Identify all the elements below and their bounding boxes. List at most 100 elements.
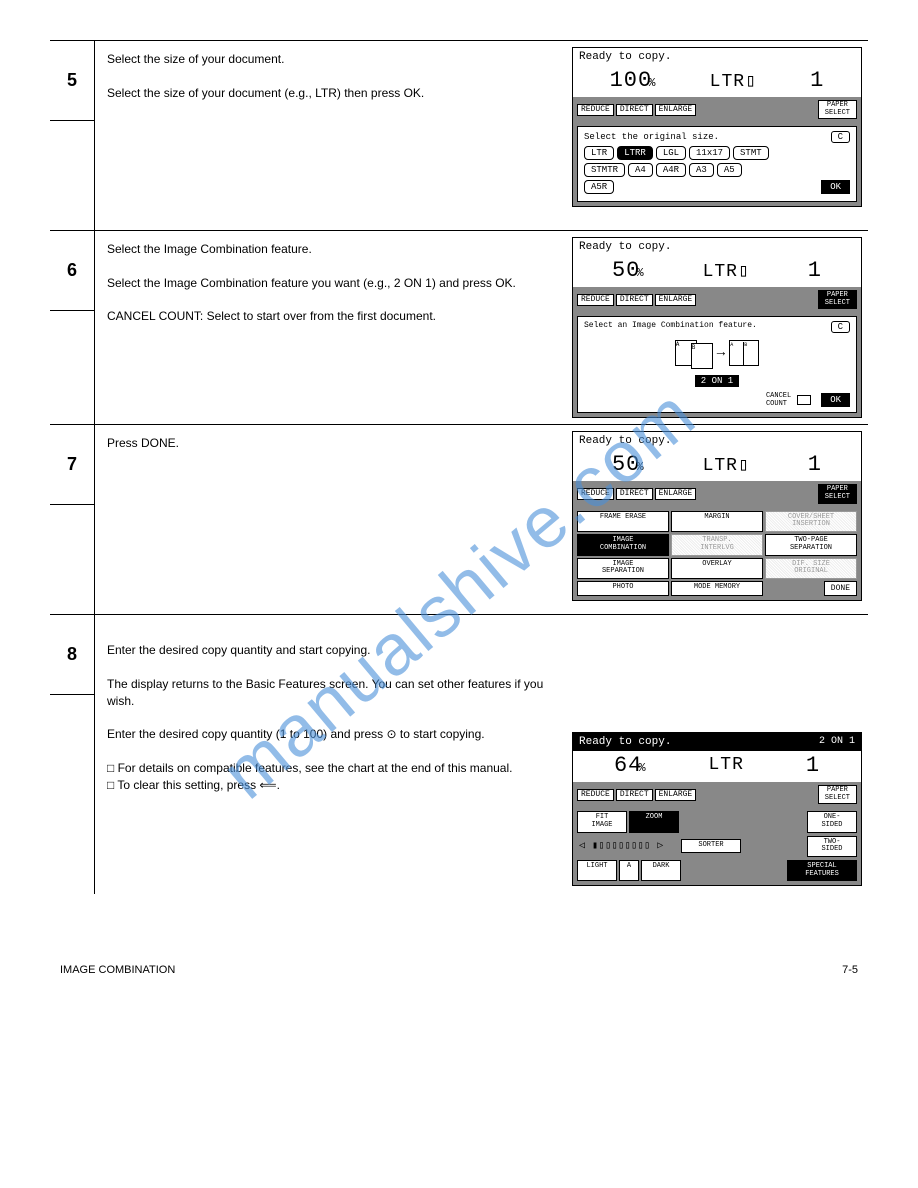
copier-screen-5: Ready to copy. 100% LTR▯ 1 REDUCE DIRECT… (572, 47, 862, 207)
zoom-value: 100 (610, 68, 653, 93)
copier-screen-6: Ready to copy. 50% LTR▯ 1 REDUCE DIRECT … (572, 237, 862, 418)
paper-size: LTR (703, 262, 738, 282)
size-ltr[interactable]: LTR (584, 146, 614, 160)
reduce-button[interactable]: REDUCE (577, 294, 614, 306)
image-combination-button[interactable]: IMAGE COMBINATION (577, 534, 669, 555)
two-on-one-button[interactable]: 2 ON 1 (695, 375, 739, 387)
mode-memory-button[interactable]: MODE MEMORY (671, 581, 763, 596)
overlay-button[interactable]: OVERLAY (671, 558, 763, 579)
step-8-row: 8 Enter the desired copy quantity and st… (50, 614, 868, 894)
light-button[interactable]: LIGHT (577, 860, 617, 881)
density-slider[interactable]: ◁ ▮▯▯▯▯▯▯▯▯ ▷ (577, 840, 679, 852)
ok-button[interactable]: OK (821, 180, 850, 194)
paper-select-button[interactable]: PAPER SELECT (818, 484, 857, 503)
size-stmtr[interactable]: STMTR (584, 163, 625, 177)
frame-erase-button[interactable]: FRAME ERASE (577, 511, 669, 532)
combo-panel: Select an Image Combination feature. C A… (577, 316, 857, 413)
margin-button[interactable]: MARGIN (671, 511, 763, 532)
copier-screen-8: Ready to copy. 2 ON 1 64% LTR 1 REDUCE D… (572, 732, 862, 887)
size-lgl[interactable]: LGL (656, 146, 686, 160)
clear-button[interactable]: C (831, 321, 850, 333)
cancel-count-label[interactable]: CANCEL COUNT (766, 392, 791, 408)
zoom-unit: % (636, 266, 644, 280)
step-col: 8 (50, 615, 95, 894)
enlarge-button[interactable]: ENLARGE (655, 104, 697, 116)
size-panel-wrap: Select the original size. C LTR LTRR LGL… (573, 122, 861, 206)
step-5-text: Select the size of your document. Select… (95, 41, 572, 230)
copy-count: 1 (810, 68, 824, 93)
step-number: 6 (50, 231, 94, 311)
size-a4r[interactable]: A4R (656, 163, 686, 177)
photo-button[interactable]: PHOTO (577, 581, 669, 596)
paper-size: LTR (710, 72, 745, 92)
step-7-row: 7 Press DONE. Ready to copy. 50% LTR▯ 1 … (50, 424, 868, 614)
cover-sheet-button[interactable]: COVER/SHEET INSERTION (765, 511, 857, 532)
fit-image-button[interactable]: FIT IMAGE (577, 811, 627, 832)
step-number: 5 (50, 41, 94, 121)
features-wrap: FRAME ERASE MARGIN COVER/SHEET INSERTION… (573, 507, 861, 600)
stat-row: 50% LTR▯ 1 (573, 256, 861, 287)
size-11x17[interactable]: 11x17 (689, 146, 730, 160)
transp-interlvg-button[interactable]: TRANSP. INTERLVG (671, 534, 763, 555)
arrow-icon: → (717, 345, 725, 361)
step-number: 8 (50, 615, 94, 695)
done-button[interactable]: DONE (824, 581, 857, 596)
screen-col-5: Ready to copy. 100% LTR▯ 1 REDUCE DIRECT… (572, 41, 868, 230)
page-combined-icon: AB (729, 340, 759, 366)
step-6-row: 6 Select the Image Combination feature. … (50, 230, 868, 424)
status-header: Ready to copy. 2 ON 1 (573, 733, 861, 751)
zoom-unit: % (638, 761, 646, 775)
enlarge-button[interactable]: ENLARGE (655, 789, 697, 801)
step-7-text: Press DONE. (95, 425, 572, 614)
features-grid: FRAME ERASE MARGIN COVER/SHEET INSERTION… (577, 511, 857, 596)
size-panel: Select the original size. C LTR LTRR LGL… (577, 126, 857, 202)
size-stmt[interactable]: STMT (733, 146, 769, 160)
auto-button[interactable]: A (619, 860, 639, 881)
reduce-button[interactable]: REDUCE (577, 789, 614, 801)
one-sided-button[interactable]: ONE- SIDED (807, 811, 857, 832)
reduce-button[interactable]: REDUCE (577, 104, 614, 116)
zoom-bar: REDUCE DIRECT ENLARGE PAPER SELECT (573, 782, 861, 807)
page-footer: IMAGE COMBINATION 7-5 (50, 964, 868, 976)
status-header: Ready to copy. (573, 48, 861, 66)
two-page-sep-button[interactable]: TWO-PAGE SEPARATION (765, 534, 857, 555)
two-sided-button[interactable]: TWO- SIDED (807, 836, 857, 857)
enlarge-button[interactable]: ENLARGE (655, 488, 697, 500)
cancel-count-box[interactable] (797, 395, 811, 405)
copier-screen-7: Ready to copy. 50% LTR▯ 1 REDUCE DIRECT … (572, 431, 862, 601)
size-a5r[interactable]: A5R (584, 180, 614, 194)
sorter-button[interactable]: SORTER (681, 839, 741, 853)
dark-button[interactable]: DARK (641, 860, 681, 881)
zoom-button[interactable]: ZOOM (629, 811, 679, 832)
dif-size-button[interactable]: DIF. SIZE ORIGINAL (765, 558, 857, 579)
paper-select-button[interactable]: PAPER SELECT (818, 290, 857, 309)
size-ltrr[interactable]: LTRR (617, 146, 653, 160)
stat-row: 64% LTR 1 (573, 751, 861, 782)
zoom-unit: % (648, 76, 656, 90)
footer-page: 7-5 (842, 964, 858, 976)
image-separation-button[interactable]: IMAGE SEPARATION (577, 558, 669, 579)
clear-button[interactable]: C (831, 131, 850, 143)
zoom-bar: REDUCE DIRECT ENLARGE PAPER SELECT (573, 287, 861, 312)
size-a4[interactable]: A4 (628, 163, 653, 177)
combo-panel-wrap: Select an Image Combination feature. C A… (573, 312, 861, 417)
paper-icon: ▯ (738, 262, 750, 282)
direct-button[interactable]: DIRECT (616, 104, 653, 116)
direct-button[interactable]: DIRECT (616, 789, 653, 801)
paper-size: LTR (708, 755, 743, 775)
ok-button[interactable]: OK (821, 393, 850, 407)
paper-select-button[interactable]: PAPER SELECT (818, 785, 857, 804)
step-8-text-content: Enter the desired copy quantity and star… (107, 643, 543, 791)
screen-col-6: Ready to copy. 50% LTR▯ 1 REDUCE DIRECT … (572, 231, 868, 424)
special-features-button[interactable]: SPECIAL FEATURES (787, 860, 857, 881)
step-col: 6 (50, 231, 95, 424)
paper-icon: ▯ (745, 72, 757, 92)
direct-button[interactable]: DIRECT (616, 294, 653, 306)
enlarge-button[interactable]: ENLARGE (655, 294, 697, 306)
size-a5[interactable]: A5 (717, 163, 742, 177)
size-a3[interactable]: A3 (689, 163, 714, 177)
paper-select-button[interactable]: PAPER SELECT (818, 100, 857, 119)
direct-button[interactable]: DIRECT (616, 488, 653, 500)
reduce-button[interactable]: REDUCE (577, 488, 614, 500)
stat-row: 50% LTR▯ 1 (573, 450, 861, 481)
